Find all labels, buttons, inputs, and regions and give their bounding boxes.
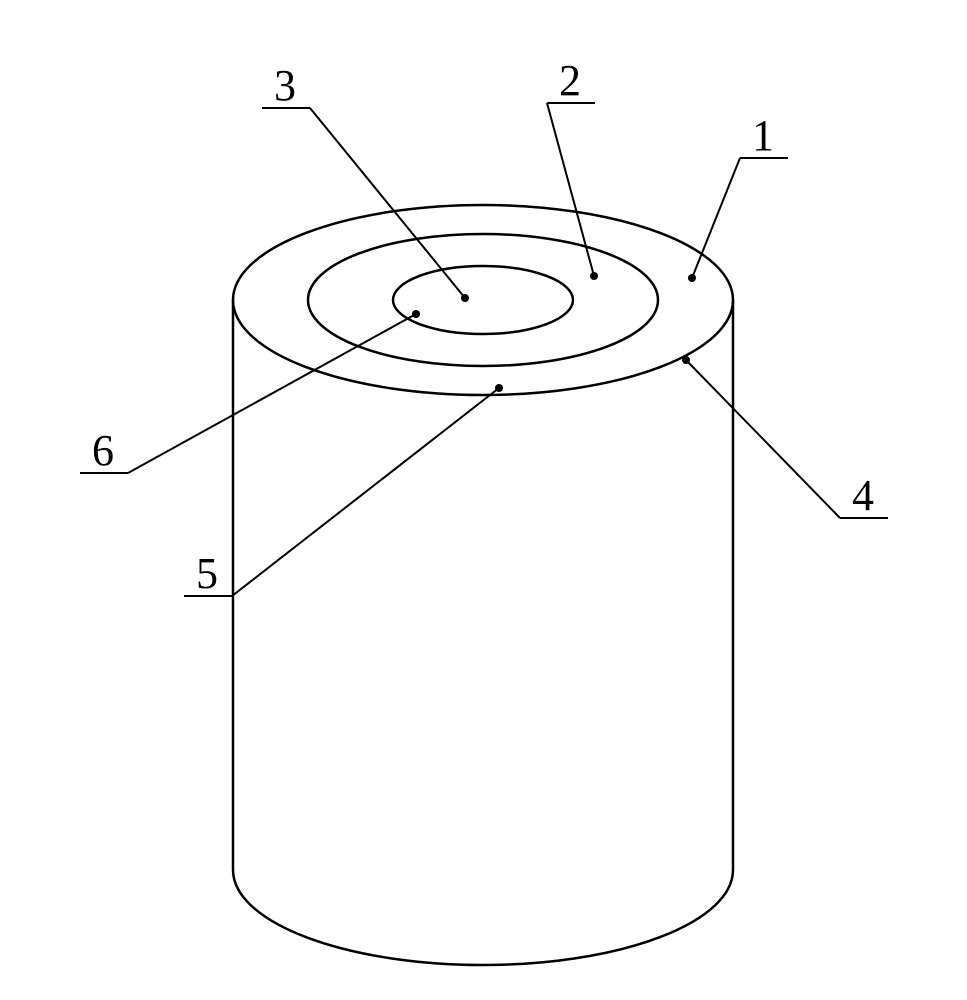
diagram-svg: [0, 0, 967, 1000]
callout-label-4: 4: [852, 470, 874, 521]
callout-label-2: 2: [559, 55, 581, 106]
callout-label-6: 6: [92, 425, 114, 476]
callout-label-5: 5: [196, 548, 218, 599]
diagram-canvas: 1 2 3 4 5 6: [0, 0, 967, 1000]
callout-label-1: 1: [752, 110, 774, 161]
callout-label-3: 3: [274, 60, 296, 111]
